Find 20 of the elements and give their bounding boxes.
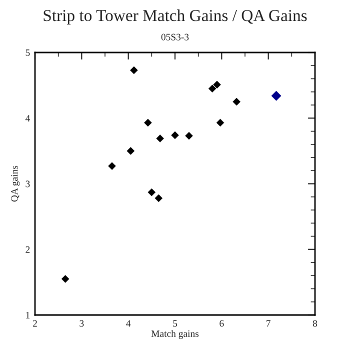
point bbox=[216, 118, 224, 127]
y-tick-label: 1 bbox=[26, 312, 30, 318]
chart-subtitle: 05S3-3 bbox=[161, 34, 189, 40]
y-tick-label: 2 bbox=[26, 246, 30, 253]
point bbox=[154, 194, 163, 202]
x-tick-label: 4 bbox=[126, 320, 131, 327]
x-tick-label: 7 bbox=[266, 320, 270, 327]
x-tick-label: 6 bbox=[220, 320, 224, 327]
x-axis-title: Match gains bbox=[151, 330, 199, 339]
y-tick-label: 3 bbox=[26, 180, 30, 188]
y-tick-label: 5 bbox=[26, 50, 30, 56]
y-tick-label: 4 bbox=[25, 115, 30, 122]
y-axis-title: QA gains bbox=[11, 166, 20, 202]
x-tick-label: 8 bbox=[312, 320, 318, 327]
point bbox=[271, 90, 282, 101]
x-tick-label: 5 bbox=[173, 320, 178, 327]
x-tick-label: 2 bbox=[32, 320, 37, 327]
x-tick-label: 3 bbox=[80, 320, 84, 327]
chart-title: Strip to Tower Match Gains / QA Gains bbox=[44, 9, 307, 25]
point bbox=[156, 134, 164, 142]
